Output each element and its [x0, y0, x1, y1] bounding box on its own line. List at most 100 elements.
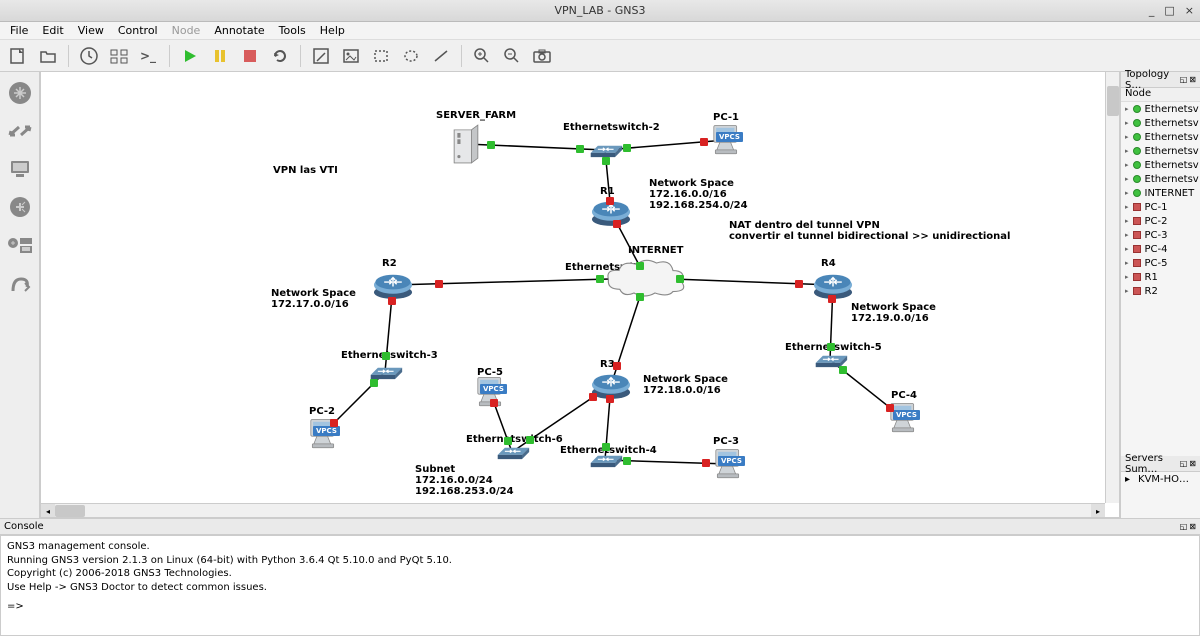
menu-help[interactable]: Help [314, 23, 351, 38]
switch-node-6[interactable] [493, 442, 531, 465]
expand-icon[interactable]: ▸ [1125, 105, 1129, 113]
expand-icon[interactable]: ▸ [1125, 161, 1129, 169]
device-dock [0, 72, 40, 518]
switch-node-4[interactable] [586, 450, 624, 473]
vpcs-badge: VPCS [716, 132, 743, 142]
node-list-item[interactable]: ▸PC-3 [1121, 228, 1200, 242]
console-title-bar: Console ◱⊠ [0, 519, 1200, 535]
node-list-item[interactable]: ▸Ethernetsv [1121, 144, 1200, 158]
pc-node-3[interactable]: VPCS [711, 448, 745, 483]
add-link-button[interactable] [5, 268, 35, 298]
label-esw2: Ethernetswitch-2 [563, 122, 660, 133]
draw-ellipse-button[interactable] [399, 44, 423, 68]
link-status-dot [576, 145, 584, 153]
show-interfaces-button[interactable] [107, 44, 131, 68]
reload-all-button[interactable] [268, 44, 292, 68]
screenshot-button[interactable] [530, 44, 554, 68]
servers-list[interactable]: ▸KVM-HO… [1121, 472, 1200, 518]
label-server-farm: SERVER_FARM [436, 110, 516, 121]
maximize-button[interactable]: □ [1164, 4, 1174, 17]
expand-icon[interactable]: ▸ [1125, 259, 1129, 267]
menu-edit[interactable]: Edit [36, 23, 69, 38]
expand-icon[interactable]: ▸ [1125, 245, 1129, 253]
node-list-item[interactable]: ▸ Ethernetsv [1121, 130, 1200, 144]
menu-control[interactable]: Control [112, 23, 164, 38]
expand-icon[interactable]: ▸ [1125, 133, 1129, 141]
close-button[interactable]: × [1185, 4, 1194, 17]
zoom-in-button[interactable] [470, 44, 494, 68]
node-list-label: Ethernetsv [1145, 160, 1199, 171]
link-status-dot [623, 144, 631, 152]
open-project-button[interactable] [36, 44, 60, 68]
server-farm-node[interactable] [451, 122, 481, 169]
status-running-icon [1133, 189, 1141, 197]
expand-icon[interactable]: ▸ [1125, 147, 1129, 155]
server-item[interactable]: ▸KVM-HO… [1121, 472, 1200, 486]
panel-close-icon[interactable]: ⊠ [1189, 522, 1196, 531]
node-list-item[interactable]: ▸PC-5 [1121, 256, 1200, 270]
panel-close-icon[interactable]: ⊠ [1189, 75, 1196, 84]
expand-icon[interactable]: ▸ [1125, 119, 1129, 127]
panel-undock-icon[interactable]: ◱ [1180, 522, 1188, 531]
pc-node-1[interactable]: VPCS [709, 124, 743, 159]
menu-tools[interactable]: Tools [273, 23, 312, 38]
node-list-item[interactable]: ▸PC-2 [1121, 214, 1200, 228]
node-list-label: Ethernetsv [1145, 132, 1199, 143]
security-devices-category-button[interactable] [5, 192, 35, 222]
console-all-button[interactable]: >_ [137, 44, 161, 68]
expand-icon[interactable]: ▸ [1125, 203, 1129, 211]
end-devices-category-button[interactable] [5, 154, 35, 184]
console-output[interactable]: GNS3 management console. Running GNS3 ve… [0, 535, 1200, 636]
draw-rect-button[interactable] [369, 44, 393, 68]
canvas-scrollbar-vertical[interactable] [1105, 72, 1119, 503]
snapshot-button[interactable] [77, 44, 101, 68]
status-stopped-icon [1133, 287, 1141, 295]
node-list-item[interactable]: ▸INTERNET [1121, 186, 1200, 200]
node-list-item[interactable]: ▸PC-1 [1121, 200, 1200, 214]
panel-undock-icon[interactable]: ◱ [1180, 459, 1188, 468]
pause-all-button[interactable] [208, 44, 232, 68]
start-all-button[interactable] [178, 44, 202, 68]
node-column-header: Node [1121, 88, 1200, 102]
status-running-icon [1133, 161, 1141, 169]
expand-icon[interactable]: ▸ [1125, 231, 1129, 239]
node-list-label: PC-4 [1145, 244, 1168, 255]
node-list-item[interactable]: ▸Ethernetsv [1121, 102, 1200, 116]
menu-annotate[interactable]: Annotate [208, 23, 270, 38]
node-list-item[interactable]: ▸Ethernetsv [1121, 116, 1200, 130]
new-project-button[interactable] [6, 44, 30, 68]
node-list-item[interactable]: ▸ Ethernetsv [1121, 158, 1200, 172]
expand-icon[interactable]: ▸ [1125, 175, 1129, 183]
minimize-button[interactable]: _ [1149, 4, 1155, 17]
status-stopped-icon [1133, 273, 1141, 281]
link-status-dot [827, 343, 835, 351]
all-devices-category-button[interactable] [5, 230, 35, 260]
expand-icon[interactable]: ▸ [1125, 273, 1129, 281]
expand-icon[interactable]: ▸ [1125, 217, 1129, 225]
zoom-out-button[interactable] [500, 44, 524, 68]
node-list-item[interactable]: ▸R2 [1121, 284, 1200, 298]
canvas-scrollbar-horizontal[interactable]: ◂▸ [41, 503, 1105, 517]
expand-icon[interactable]: ▸ [1125, 287, 1129, 295]
menu-view[interactable]: View [72, 23, 110, 38]
node-list-item[interactable]: ▸ PC-4 [1121, 242, 1200, 256]
annotate-note-button[interactable] [309, 44, 333, 68]
topology-canvas[interactable]: VPN las VTI Network Space 172.16.0.0/16 … [40, 72, 1120, 518]
link-status-dot [636, 262, 644, 270]
menu-file[interactable]: File [4, 23, 34, 38]
draw-line-button[interactable] [429, 44, 453, 68]
status-stopped-icon [1133, 203, 1141, 211]
insert-image-button[interactable] [339, 44, 363, 68]
topology-summary-title: Topology S… ◱⊠ [1121, 72, 1200, 88]
node-list-item[interactable]: ▸Ethernetsv [1121, 172, 1200, 186]
panel-close-icon[interactable]: ⊠ [1189, 459, 1196, 468]
routers-category-button[interactable] [5, 78, 35, 108]
expand-icon[interactable]: ▸ [1125, 189, 1129, 197]
node-list[interactable]: ▸Ethernetsv▸Ethernetsv▸Ethernetsv▸Ethern… [1121, 102, 1200, 456]
switches-category-button[interactable] [5, 116, 35, 146]
stop-all-button[interactable] [238, 44, 262, 68]
link-status-dot [596, 275, 604, 283]
svg-text:>_: >_ [140, 49, 156, 63]
node-list-item[interactable]: ▸R1 [1121, 270, 1200, 284]
panel-undock-icon[interactable]: ◱ [1180, 75, 1188, 84]
